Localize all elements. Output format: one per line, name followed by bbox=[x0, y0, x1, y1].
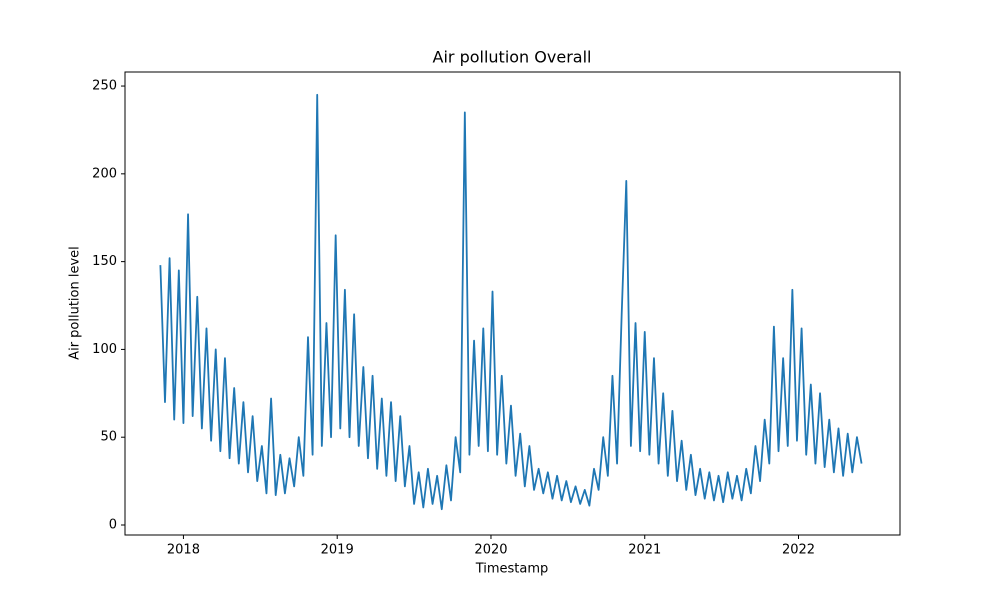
x-tick-label: 2019 bbox=[321, 543, 354, 558]
y-axis-label: Air pollution level bbox=[68, 246, 83, 360]
data-line bbox=[159, 93, 863, 511]
y-tick-label: 150 bbox=[92, 254, 117, 269]
x-tick-label: 2022 bbox=[782, 543, 815, 558]
plot-frame bbox=[124, 71, 901, 536]
y-tick-label: 100 bbox=[92, 342, 117, 357]
x-tick-label: 2021 bbox=[628, 543, 661, 558]
chart-title: Air pollution Overall bbox=[433, 48, 592, 67]
y-tick-label: 50 bbox=[100, 430, 117, 445]
y-tick-label: 0 bbox=[109, 517, 117, 532]
y-tick-label: 200 bbox=[92, 166, 117, 181]
x-axis-label: Timestamp bbox=[475, 562, 549, 577]
x-tick-label: 2018 bbox=[167, 543, 200, 558]
y-tick-label: 250 bbox=[92, 79, 117, 94]
x-tick-label: 2020 bbox=[474, 543, 507, 558]
